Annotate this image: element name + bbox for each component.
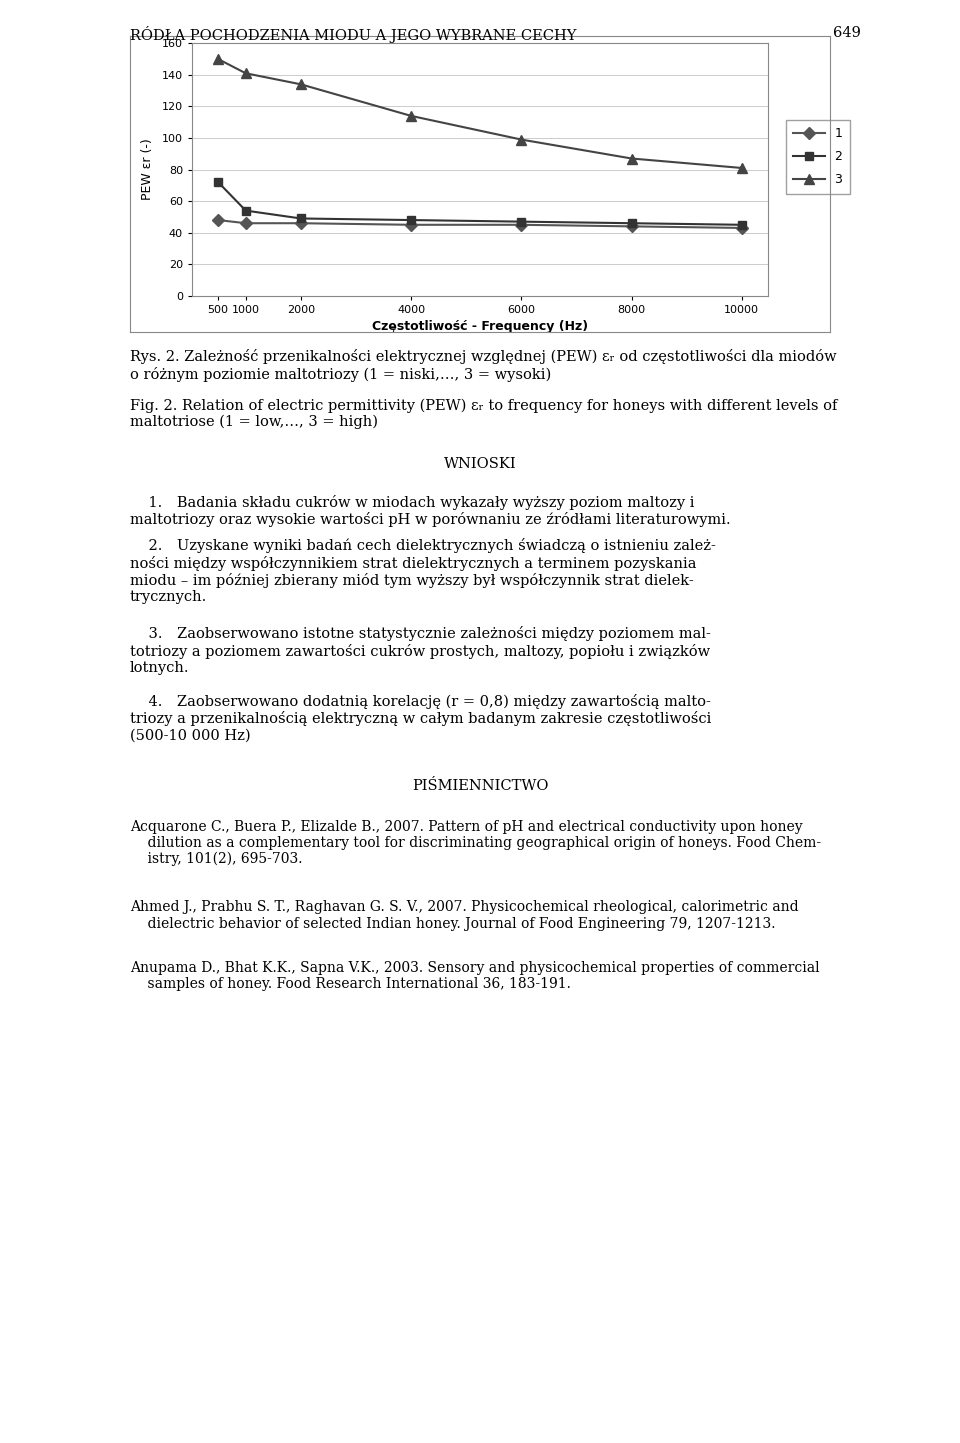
Text: 2. Uzyskane wyniki badań cech dielektrycznych świadczą o istnieniu zależ-
ności : 2. Uzyskane wyniki badań cech dielektryc…: [130, 538, 715, 605]
2: [212, 173, 224, 190]
Text: Acquarone C., Buera P., Elizalde B., 2007. Pattern of pH and electrical conducti: Acquarone C., Buera P., Elizalde B., 200…: [130, 820, 821, 866]
3: [516, 131, 527, 149]
1: [736, 219, 748, 237]
2: [516, 214, 527, 231]
Text: 649: 649: [833, 26, 861, 40]
Line: 1: 1: [214, 216, 746, 232]
2: [405, 212, 417, 229]
Text: 4. Zaobserwowano dodatnią korelację (r = 0,8) między zawartością malto-
triozy a: 4. Zaobserwowano dodatnią korelację (r =…: [130, 694, 711, 743]
Text: WNIOSKI: WNIOSKI: [444, 457, 516, 472]
Text: RÓDŁA POCHODZENIA MIODU A JEGO WYBRANE CECHY: RÓDŁA POCHODZENIA MIODU A JEGO WYBRANE C…: [130, 26, 576, 43]
Line: 3: 3: [213, 55, 747, 173]
X-axis label: Częstotliwość - Frequency (Hz): Częstotliwość - Frequency (Hz): [372, 320, 588, 333]
Line: 2: 2: [214, 177, 746, 229]
3: [212, 51, 224, 68]
1: [405, 216, 417, 234]
2: [736, 216, 748, 234]
1: [516, 216, 527, 234]
1: [240, 215, 252, 232]
Text: 1. Badania składu cukrów w miodach wykazały wyższy poziom maltozy i
maltotriozy : 1. Badania składu cukrów w miodach wykaz…: [130, 495, 731, 527]
Text: PIŚMIENNICTWO: PIŚMIENNICTWO: [412, 779, 548, 794]
Text: Ahmed J., Prabhu S. T., Raghavan G. S. V., 2007. Physicochemical rheological, ca: Ahmed J., Prabhu S. T., Raghavan G. S. V…: [130, 900, 798, 931]
3: [240, 65, 252, 82]
Text: 3. Zaobserwowano istotne statystycznie zależności między poziomem mal-
totriozy : 3. Zaobserwowano istotne statystycznie z…: [130, 626, 710, 675]
3: [736, 159, 748, 176]
1: [626, 218, 637, 235]
2: [626, 215, 637, 232]
1: [212, 212, 224, 229]
3: [626, 150, 637, 167]
3: [295, 75, 306, 92]
2: [295, 209, 306, 227]
3: [405, 107, 417, 124]
2: [240, 202, 252, 219]
Y-axis label: PEW εr (-): PEW εr (-): [140, 139, 154, 201]
Text: Rys. 2. Zależność przenikalności elektrycznej względnej (PEW) εᵣ od częstotliwoś: Rys. 2. Zależność przenikalności elektry…: [130, 349, 836, 381]
Text: Fig. 2. Relation of electric permittivity (PEW) εᵣ to frequency for honeys with : Fig. 2. Relation of electric permittivit…: [130, 398, 837, 430]
Legend: 1, 2, 3: 1, 2, 3: [786, 120, 850, 193]
Text: Anupama D., Bhat K.K., Sapna V.K., 2003. Sensory and physicochemical properties : Anupama D., Bhat K.K., Sapna V.K., 2003.…: [130, 961, 819, 991]
1: [295, 215, 306, 232]
